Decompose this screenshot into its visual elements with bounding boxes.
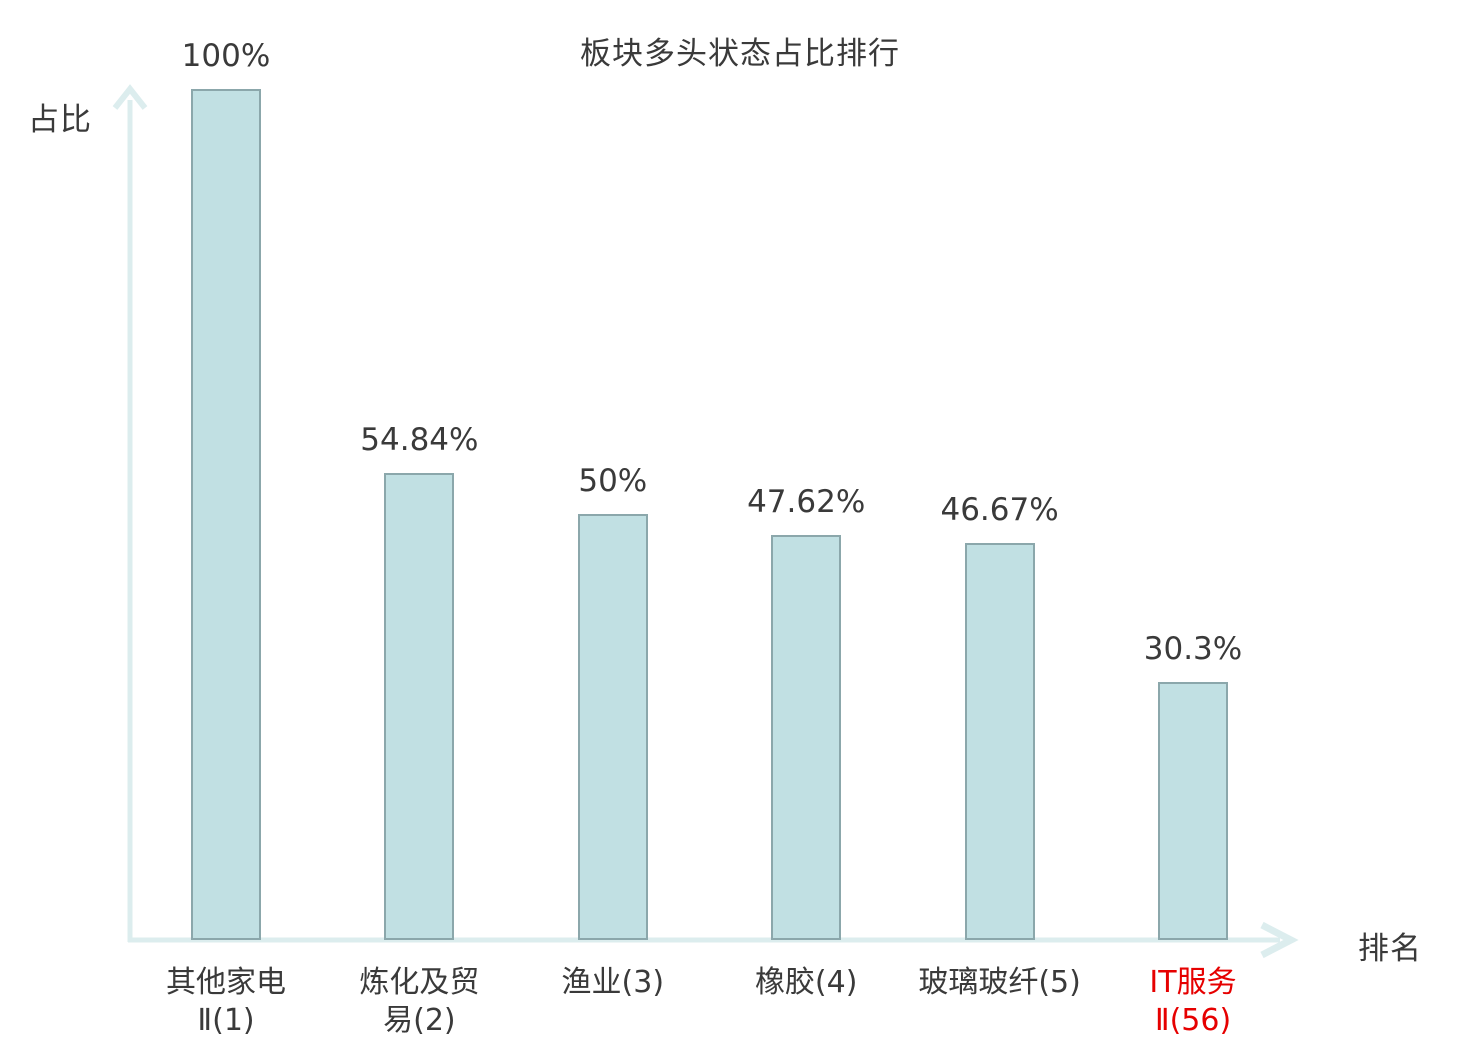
chart-title: 板块多头状态占比排行 bbox=[580, 36, 900, 72]
bar bbox=[771, 535, 842, 940]
bar-value-label: 47.62% bbox=[747, 484, 866, 520]
x-axis-arrow-icon bbox=[1260, 921, 1299, 959]
bar-category-label: 玻璃玻纤(5) bbox=[880, 964, 1120, 1002]
bar-category-label-line: Ⅱ(56) bbox=[1154, 1003, 1232, 1038]
bar-value-label: 100% bbox=[181, 38, 271, 74]
bar bbox=[191, 89, 261, 940]
bar-value-label: 50% bbox=[578, 463, 648, 499]
bar bbox=[384, 473, 455, 940]
bar-category-label-line: 其他家电 bbox=[166, 965, 286, 1000]
bar bbox=[1158, 682, 1228, 940]
bar-value-label: 46.67% bbox=[940, 492, 1059, 528]
x-axis-label: 排名 bbox=[1358, 931, 1422, 967]
bar-category-label-line: 炼化及贸 bbox=[359, 965, 480, 1000]
bar-category-label: 炼化及贸 易(2) bbox=[299, 964, 539, 1040]
bar-category-label: 其他家电 Ⅱ(1) bbox=[106, 964, 346, 1040]
bar-value-label: 30.3% bbox=[1143, 631, 1243, 667]
bar-category-label-line: 易(2) bbox=[383, 1003, 456, 1038]
bar-value-label: 54.84% bbox=[360, 422, 479, 458]
bar-category-label: 渔业(3) bbox=[493, 964, 733, 1002]
bar-category-label-line: 玻璃玻纤(5) bbox=[918, 965, 1081, 1000]
bar-category-label: 橡胶(4) bbox=[686, 964, 926, 1002]
bar-category-label-line: 渔业(3) bbox=[561, 965, 665, 1000]
bar-category-label: IT服务 Ⅱ(56) bbox=[1073, 964, 1313, 1040]
bar-category-label-line: 橡胶(4) bbox=[754, 965, 858, 1000]
bar bbox=[964, 543, 1035, 940]
bar bbox=[577, 514, 648, 940]
bar-category-label-line: Ⅱ(1) bbox=[197, 1003, 255, 1038]
y-axis-label: 占比 bbox=[28, 102, 92, 138]
y-axis-arrow-icon bbox=[112, 84, 148, 110]
bar-category-label-line: IT服务 bbox=[1149, 965, 1237, 1000]
